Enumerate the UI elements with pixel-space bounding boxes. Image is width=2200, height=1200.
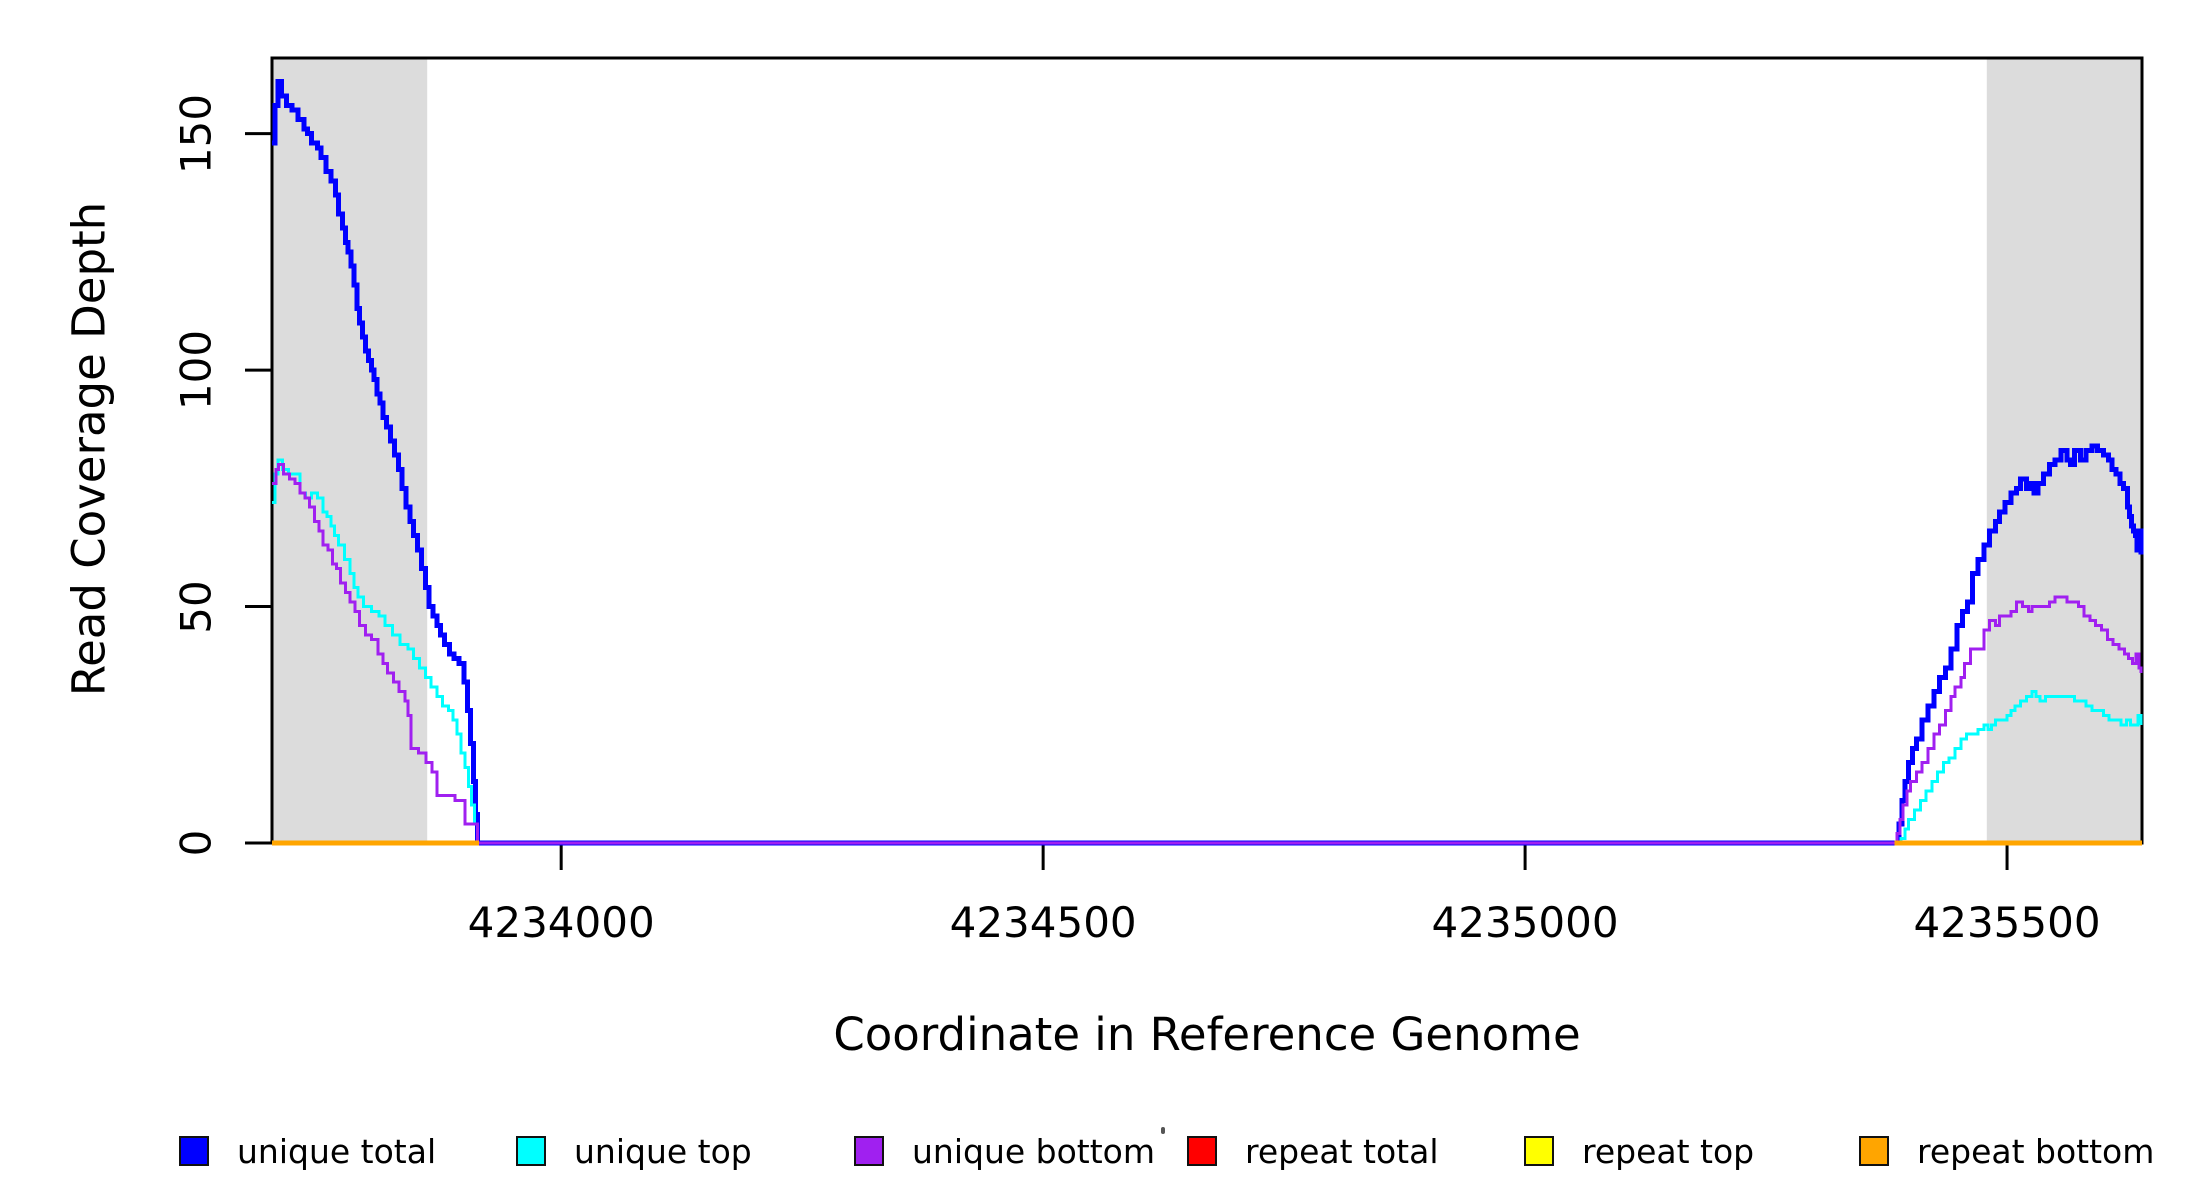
- x-axis-title: Coordinate in Reference Genome: [833, 1008, 1581, 1061]
- y-tick-label: 150: [171, 93, 221, 174]
- plot-border: [270, 56, 2144, 845]
- legend-swatch-repeat-top: [1524, 1136, 1554, 1166]
- legend-swatch-unique-bottom: [854, 1136, 884, 1166]
- series-unique-top: [272, 458, 2143, 845]
- x-tick-label: 4234500: [949, 898, 1137, 947]
- x-tick-label: 4235500: [1913, 898, 2101, 947]
- legend-label: unique top: [574, 1131, 752, 1171]
- legend-item-unique-bottom: unique bottom: [854, 1132, 1155, 1171]
- legend-item-repeat-bottom: repeat bottom: [1859, 1132, 2154, 1171]
- legend-swatch-repeat-bottom: [1859, 1136, 1889, 1166]
- legend-label: repeat bottom: [1917, 1131, 2155, 1171]
- chart-legend: unique total unique top unique bottom repea…: [0, 1132, 2200, 1171]
- y-tick-label: 0: [171, 829, 221, 857]
- legend-item-repeat-total: repeat total: [1187, 1132, 1439, 1171]
- legend-item-unique-total: unique total: [179, 1132, 436, 1171]
- legend-item-repeat-top: repeat top: [1524, 1132, 1754, 1171]
- legend-label: repeat total: [1245, 1131, 1439, 1171]
- x-tick-label: 4234000: [467, 898, 655, 947]
- series-unique-total: [272, 79, 2144, 846]
- y-axis-title: Read Coverage Depth: [62, 201, 116, 697]
- legend-item-unique-top: unique top: [516, 1132, 752, 1171]
- y-tick-label: 100: [171, 330, 221, 411]
- stray-mark: [1161, 1127, 1165, 1134]
- legend-swatch-unique-total: [179, 1136, 209, 1166]
- legend-label: repeat top: [1582, 1131, 1755, 1171]
- legend-swatch-unique-top: [516, 1136, 546, 1166]
- legend-label: unique total: [237, 1131, 437, 1171]
- legend-label: unique bottom: [912, 1131, 1156, 1171]
- y-tick-label: 50: [171, 579, 221, 634]
- legend-swatch-repeat-total: [1187, 1136, 1217, 1166]
- x-tick-label: 4235000: [1431, 898, 1619, 947]
- repeat-region-left: [272, 58, 428, 843]
- series-unique-bottom: [272, 463, 2143, 845]
